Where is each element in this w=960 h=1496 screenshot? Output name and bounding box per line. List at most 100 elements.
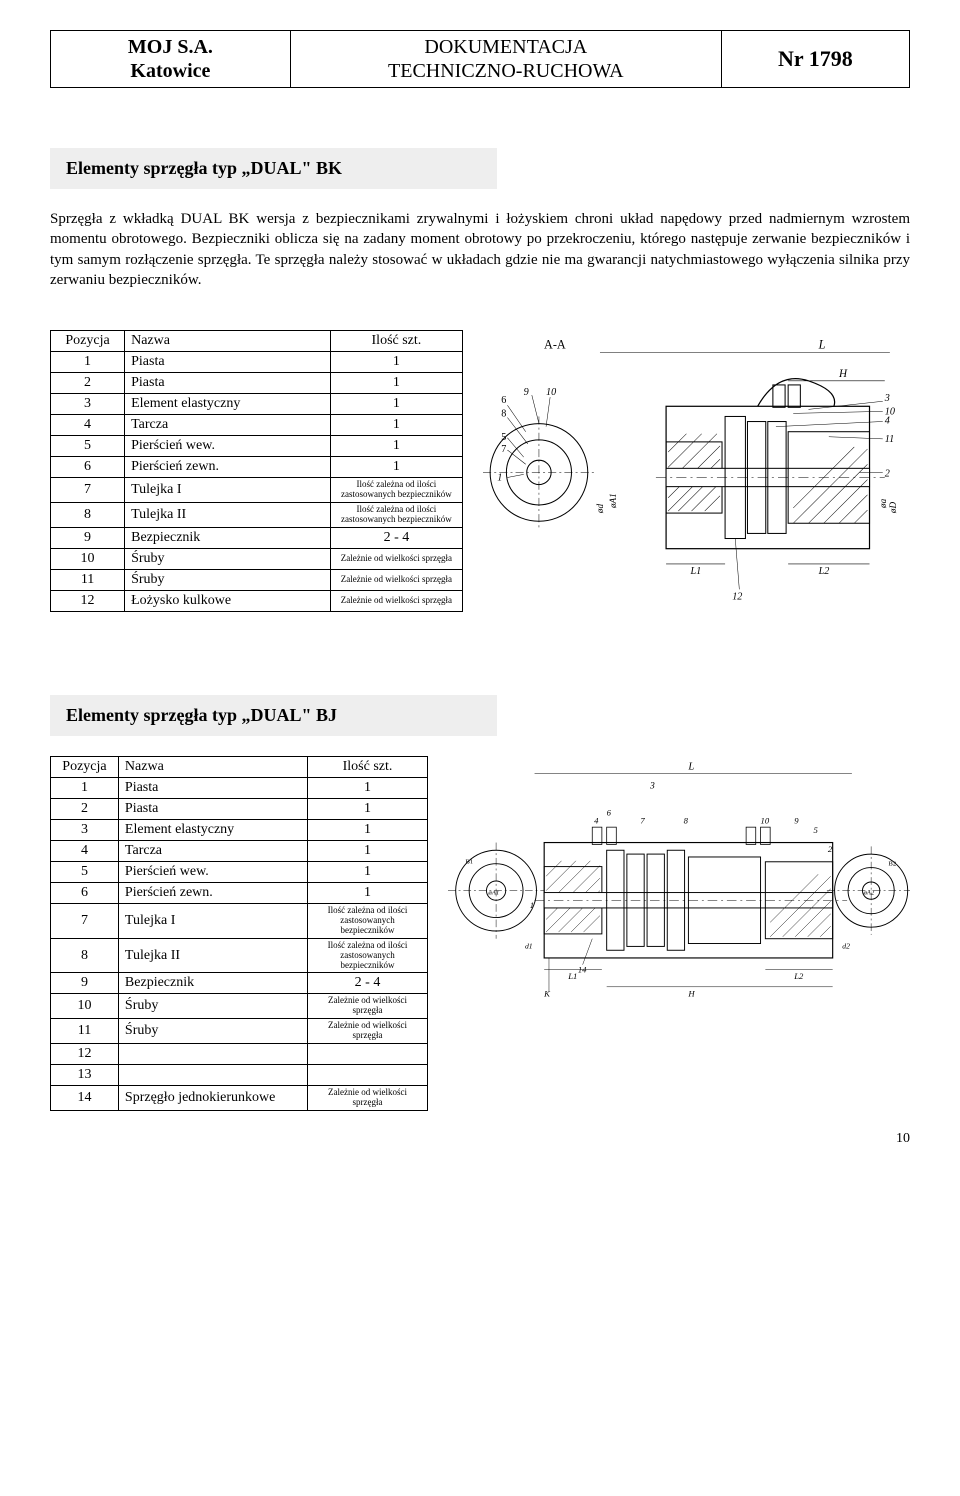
th-pozycja: Pozycja: [51, 331, 125, 352]
svg-text:2: 2: [885, 468, 890, 479]
cell-pos: 7: [51, 904, 119, 939]
cell-name: Śruby: [118, 1019, 307, 1044]
header-doc-title: DOKUMENTACJA TECHNICZNO-RUCHOWA: [291, 30, 721, 88]
table-row: 1Piasta1: [51, 778, 428, 799]
table-row: 8Tulejka IIIlość zależna od ilości zasto…: [51, 938, 428, 973]
svg-text:d1: d1: [525, 941, 533, 950]
svg-text:1: 1: [530, 900, 534, 910]
cell-pos: 12: [51, 1044, 119, 1065]
cell-name: Tarcza: [118, 841, 307, 862]
doc-header: MOJ S.A. Katowice DOKUMENTACJA TECHNICZN…: [50, 30, 910, 88]
cell-name: Śruby: [125, 548, 331, 569]
cell-pos: 13: [51, 1065, 119, 1086]
svg-text:K: K: [544, 989, 552, 999]
table-row: 13: [51, 1065, 428, 1086]
cell-qty: 1: [331, 457, 463, 478]
table-row: 6Pierścień zewn.1: [51, 457, 463, 478]
section2-figure: L 3 øA1 B1: [448, 756, 910, 1025]
svg-text:d2: d2: [843, 941, 851, 950]
cell-name: Bezpiecznik: [125, 527, 331, 548]
svg-text:B1: B1: [466, 859, 474, 866]
company-line1: MOJ S.A.: [128, 36, 213, 58]
svg-text:3: 3: [884, 393, 890, 404]
svg-text:B2: B2: [889, 861, 897, 868]
table-row: 5Pierścień wew.1: [51, 862, 428, 883]
th-ilosc: Ilość szt.: [307, 757, 428, 778]
section2-table: Pozycja Nazwa Ilość szt. 1Piasta12Piasta…: [50, 756, 428, 1111]
cell-qty: 1: [307, 841, 428, 862]
table-row: 2Piasta1: [51, 373, 463, 394]
doc-line1: DOKUMENTACJA: [424, 36, 587, 58]
svg-text:L2: L2: [817, 566, 829, 577]
svg-text:1: 1: [497, 473, 502, 484]
table-row: 6Pierścień zewn.1: [51, 883, 428, 904]
cell-pos: 2: [51, 373, 125, 394]
svg-text:11: 11: [885, 434, 894, 445]
svg-text:ød: ød: [595, 504, 605, 515]
cell-qty: Zależnie od wielkości sprzęgła: [307, 1086, 428, 1111]
cell-pos: 14: [51, 1086, 119, 1111]
table-row: 12: [51, 1044, 428, 1065]
cell-name: Tulejka I: [118, 904, 307, 939]
cell-pos: 11: [51, 1019, 119, 1044]
table-row: 7Tulejka IIlość zależna od ilości zastos…: [51, 904, 428, 939]
svg-text:9: 9: [795, 815, 800, 825]
svg-text:5: 5: [501, 432, 506, 443]
cell-pos: 7: [51, 478, 125, 503]
svg-text:øD: øD: [888, 502, 898, 515]
svg-text:øA1: øA1: [608, 493, 618, 509]
cell-qty: Zależnie od wielkości sprzęgła: [331, 590, 463, 611]
coupling-bj-drawing: L 3 øA1 B1: [448, 756, 910, 1025]
cell-pos: 2: [51, 799, 119, 820]
cell-qty: Ilość zależna od ilości zastosowanych be…: [331, 502, 463, 527]
section2-title: Elementy sprzęgła typ „DUAL" BJ: [50, 695, 497, 736]
section1-figure: A-A L H 6 8 5 7 1 9 10: [483, 330, 910, 635]
svg-text:L: L: [688, 762, 695, 773]
table-row: 3Element elastyczny1: [51, 820, 428, 841]
svg-text:øA2: øA2: [863, 890, 875, 897]
cell-qty: Zależnie od wielkości sprzęgła: [307, 1019, 428, 1044]
cell-qty: 1: [331, 394, 463, 415]
cell-name: Bezpiecznik: [118, 973, 307, 994]
section1-paragraph: Sprzęgła z wkładką DUAL BK wersja z bezp…: [50, 209, 910, 290]
cell-qty: Zależnie od wielkości sprzęgła: [307, 994, 428, 1019]
svg-text:5: 5: [814, 825, 819, 835]
cell-qty: 2 - 4: [331, 527, 463, 548]
cell-qty: Ilość zależna od ilości zastosowanych be…: [307, 904, 428, 939]
cell-pos: 3: [51, 394, 125, 415]
cell-pos: 1: [51, 778, 119, 799]
cell-qty: Ilość zależna od ilości zastosowanych be…: [307, 938, 428, 973]
cell-name: Piasta: [125, 352, 331, 373]
section1-content: Pozycja Nazwa Ilość szt. 1Piasta12Piasta…: [50, 330, 910, 635]
cell-name: Pierścień zewn.: [118, 883, 307, 904]
cell-qty: 1: [331, 436, 463, 457]
cell-qty: Zależnie od wielkości sprzęgła: [331, 548, 463, 569]
cell-pos: 10: [51, 548, 125, 569]
cell-pos: 11: [51, 569, 125, 590]
cell-qty: 1: [307, 799, 428, 820]
coupling-bk-drawing: A-A L H 6 8 5 7 1 9 10: [483, 330, 910, 635]
svg-text:12: 12: [732, 592, 742, 603]
cell-pos: 4: [51, 415, 125, 436]
cell-qty: 1: [307, 862, 428, 883]
cell-pos: 1: [51, 352, 125, 373]
cell-pos: 10: [51, 994, 119, 1019]
cell-name: Śruby: [118, 994, 307, 1019]
cell-name: Piasta: [118, 778, 307, 799]
cell-pos: 4: [51, 841, 119, 862]
svg-text:4: 4: [595, 815, 600, 825]
table-header-row: Pozycja Nazwa Ilość szt.: [51, 331, 463, 352]
section1-table-wrap: Pozycja Nazwa Ilość szt. 1Piasta12Piasta…: [50, 330, 463, 612]
cell-qty: [307, 1065, 428, 1086]
table-row: 14Sprzęgło jednokierunkoweZależnie od wi…: [51, 1086, 428, 1111]
cell-qty: 1: [307, 820, 428, 841]
cell-qty: 1: [331, 352, 463, 373]
cell-qty: [307, 1044, 428, 1065]
section1-table: Pozycja Nazwa Ilość szt. 1Piasta12Piasta…: [50, 330, 463, 612]
cell-pos: 9: [51, 973, 119, 994]
th-ilosc: Ilość szt.: [331, 331, 463, 352]
header-doc-number: Nr 1798: [721, 30, 910, 88]
cell-pos: 5: [51, 436, 125, 457]
table-row: 1Piasta1: [51, 352, 463, 373]
svg-text:6: 6: [607, 808, 612, 818]
